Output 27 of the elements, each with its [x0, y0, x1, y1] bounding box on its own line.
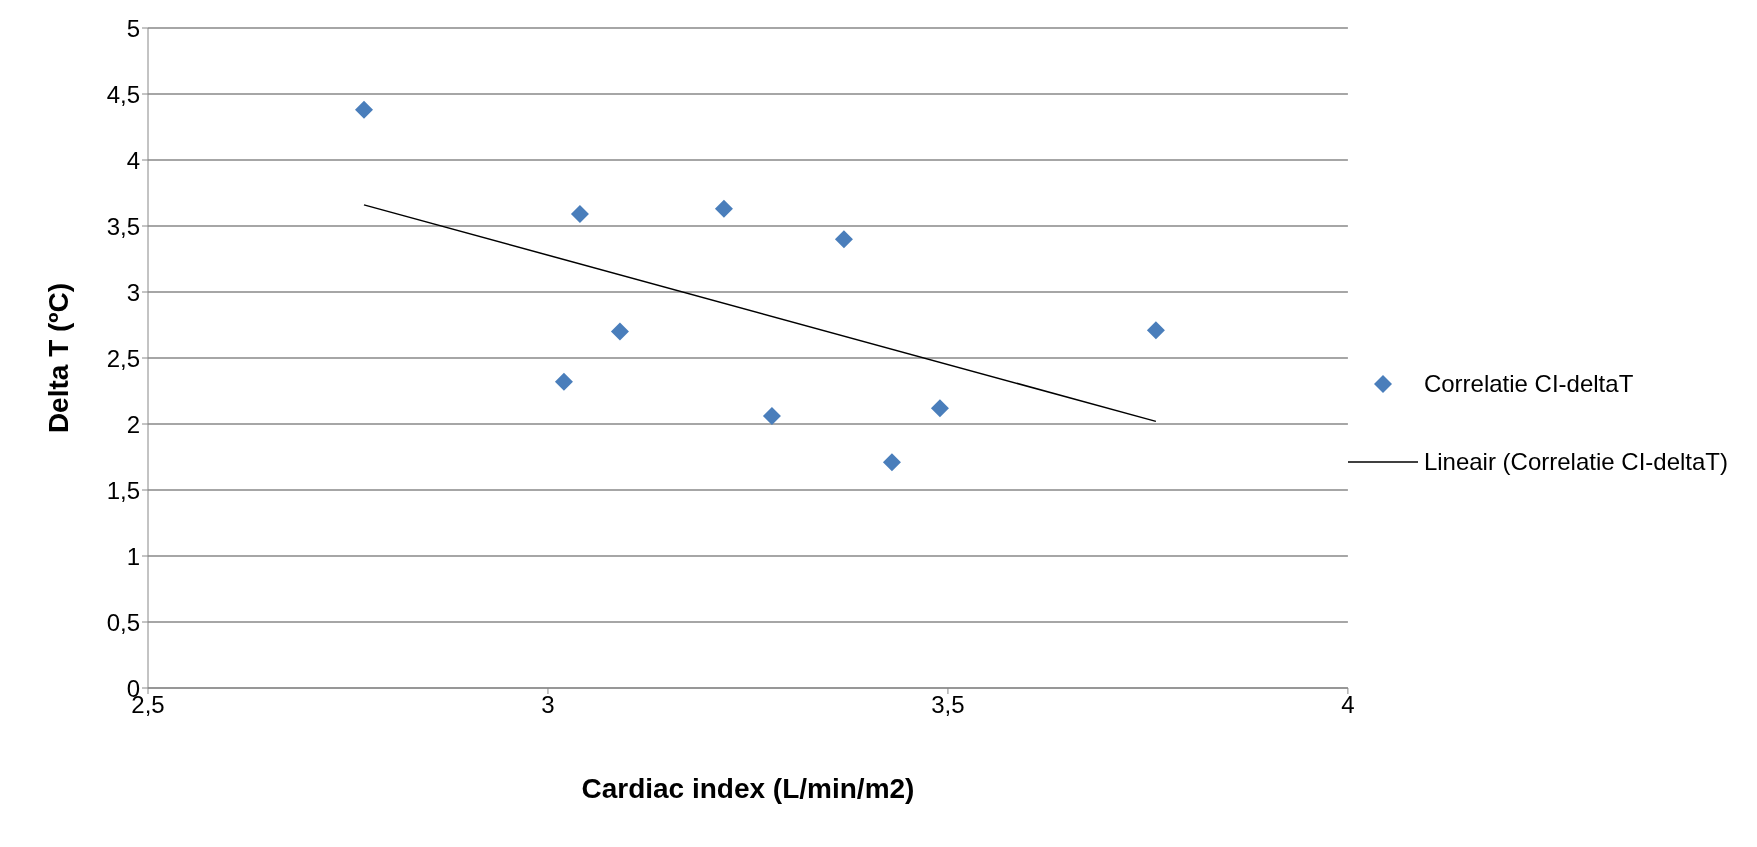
y-axis-title: Delta T (ºC) [42, 282, 74, 434]
point [610, 322, 629, 341]
point [930, 399, 949, 418]
point [834, 230, 853, 249]
x-tick-label: 3,5 [931, 691, 965, 719]
y-tick-label: 2,5 [106, 344, 140, 372]
point [354, 100, 373, 119]
y-tick-label: 5 [126, 14, 140, 42]
y-tick-label: 0,5 [106, 608, 140, 636]
y-tick-label: 3 [126, 278, 140, 306]
point [1146, 321, 1165, 340]
y-tick-label: 1,5 [106, 476, 140, 504]
legend-label: Lineair (Correlatie CI-deltaT) [1423, 448, 1728, 476]
y-tick-label: 4 [126, 146, 140, 174]
x-axis-title: Cardiac index (L/min/m2) [581, 773, 915, 804]
point [554, 372, 573, 391]
legend-label: Correlatie CI-deltaT [1423, 370, 1634, 398]
x-tick-label: 3 [541, 691, 555, 719]
point [882, 453, 901, 472]
point [762, 407, 781, 426]
y-tick-label: 4,5 [106, 80, 140, 108]
x-tick-label: 4 [1341, 691, 1355, 719]
y-tick-label: 2 [126, 410, 140, 438]
y-tick-label: 1 [126, 542, 140, 570]
point [570, 205, 589, 224]
point [714, 199, 733, 218]
y-tick-label: 3,5 [106, 212, 140, 240]
